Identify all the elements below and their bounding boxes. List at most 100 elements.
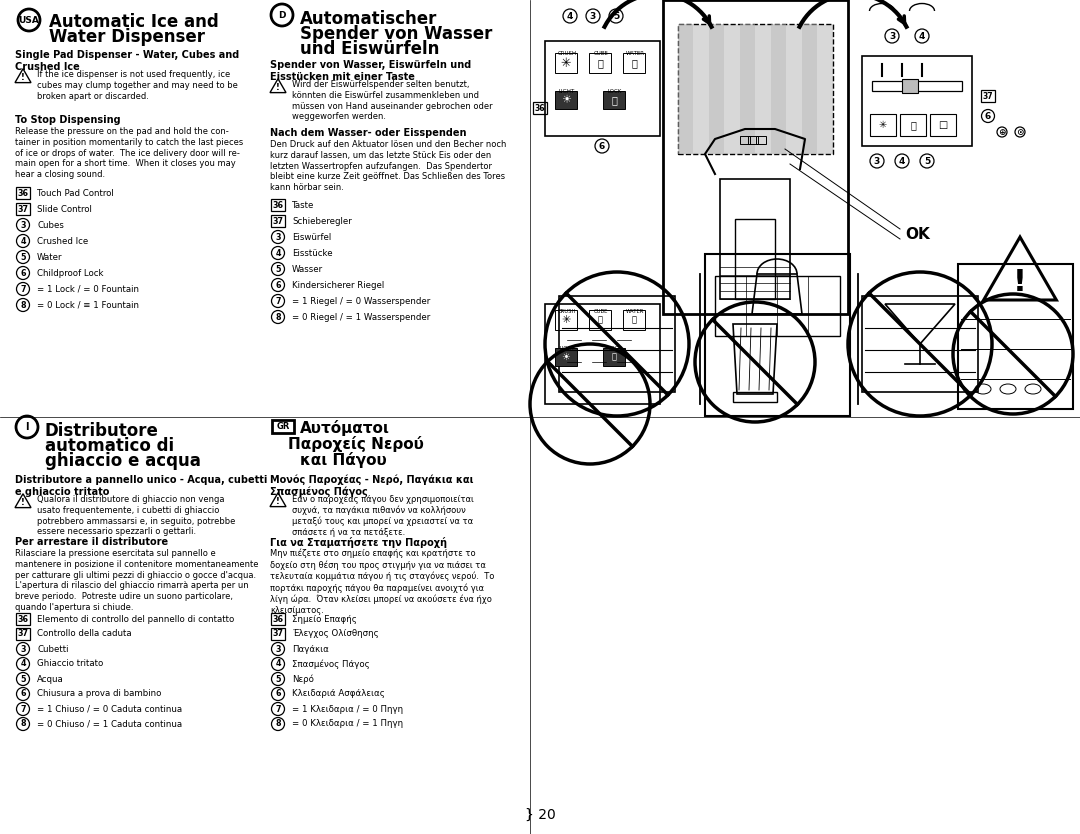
Text: } 20: } 20: [525, 808, 555, 822]
Text: !: !: [22, 498, 25, 507]
Bar: [756, 136, 766, 144]
Bar: [958, 264, 1074, 409]
Text: 5: 5: [275, 675, 281, 684]
Bar: [870, 114, 896, 136]
Text: Kindersicherer Riegel: Kindersicherer Riegel: [292, 280, 384, 289]
Text: !: !: [1013, 268, 1027, 297]
Text: CUBE: CUBE: [594, 51, 608, 56]
Text: = 0 Lock / ≡ 1 Fountain: = 0 Lock / ≡ 1 Fountain: [37, 300, 139, 309]
Text: Automatischer: Automatischer: [300, 10, 437, 28]
Text: Nach dem Wasser- oder Eisspenden: Nach dem Wasser- oder Eisspenden: [270, 128, 467, 138]
Text: ⊙: ⊙: [1016, 128, 1024, 137]
Bar: [872, 81, 962, 91]
Text: = 1 Κλειδαρια / = 0 Πηγη: = 1 Κλειδαρια / = 0 Πηγη: [292, 705, 403, 714]
Text: Ghiaccio tritato: Ghiaccio tritato: [37, 660, 104, 669]
Bar: [678, 24, 833, 154]
Bar: [545, 304, 660, 404]
Bar: [771, 24, 786, 154]
Text: 8: 8: [275, 313, 281, 321]
Text: ghiaccio e acqua: ghiaccio e acqua: [45, 452, 201, 470]
Bar: [555, 53, 577, 73]
Text: = 0 Chiuso / = 1 Caduta continua: = 0 Chiuso / = 1 Caduta continua: [37, 720, 183, 729]
Text: 4: 4: [919, 32, 926, 41]
Text: Slide Control: Slide Control: [37, 204, 92, 214]
Text: Release the pressure on the pad and hold the con-
tainer in position momentarily: Release the pressure on the pad and hold…: [15, 127, 243, 179]
Bar: [16, 187, 30, 199]
Text: 4: 4: [567, 12, 573, 21]
Bar: [740, 24, 755, 154]
Text: Έλεγχος Ολίσθησης: Έλεγχος Ολίσθησης: [292, 630, 379, 639]
Text: Παροχείς Νερού: Παροχείς Νερού: [288, 436, 423, 452]
Text: = 1 Riegel / = 0 Wasserspender: = 1 Riegel / = 0 Wasserspender: [292, 297, 430, 305]
Text: 5: 5: [275, 264, 281, 274]
Bar: [735, 219, 775, 299]
Text: !: !: [276, 497, 280, 506]
Text: LIGHT: LIGHT: [558, 89, 576, 94]
Text: 37: 37: [983, 92, 994, 101]
Text: 36: 36: [535, 103, 545, 113]
Text: 5: 5: [612, 12, 619, 21]
Text: und Eiswürfeln: und Eiswürfeln: [300, 40, 440, 58]
Text: 💧: 💧: [631, 58, 637, 68]
Text: 6: 6: [985, 112, 991, 120]
Bar: [271, 199, 285, 211]
Text: Distributore a pannello unico - Acqua, cubetti
e ghiaccio tritato: Distributore a pannello unico - Acqua, c…: [15, 475, 268, 496]
Text: WATER: WATER: [625, 51, 645, 56]
Bar: [271, 628, 285, 640]
Text: Παγάκια: Παγάκια: [292, 645, 329, 654]
Text: Automatic Ice and: Automatic Ice and: [49, 13, 219, 31]
Text: Σπασμένος Πάγος: Σπασμένος Πάγος: [292, 659, 369, 669]
Text: Spender von Wasser, Eiswürfeln und
Eisstücken mit einer Taste: Spender von Wasser, Eiswürfeln und Eisst…: [270, 60, 471, 82]
Bar: [740, 136, 750, 144]
Text: Chiusura a prova di bambino: Chiusura a prova di bambino: [37, 690, 161, 699]
Text: Touch Pad Control: Touch Pad Control: [37, 188, 113, 198]
Text: GR: GR: [276, 421, 289, 430]
Text: και Πάγου: και Πάγου: [300, 452, 387, 468]
Text: Μην πιέζετε στο σημείο επαφής και κρατήστε το
δοχείο στη θέση του προς στιγμήν γ: Μην πιέζετε στο σημείο επαφής και κρατήσ…: [270, 549, 495, 615]
Text: Αυτόματοι: Αυτόματοι: [300, 420, 390, 436]
Bar: [16, 628, 30, 640]
Text: 3: 3: [275, 645, 281, 654]
Bar: [862, 56, 972, 146]
Bar: [545, 41, 660, 136]
Text: 36: 36: [17, 615, 28, 624]
Text: Distributore: Distributore: [45, 422, 159, 440]
Bar: [589, 310, 611, 330]
Text: CUBE: CUBE: [594, 309, 608, 314]
Text: 6: 6: [21, 690, 26, 699]
Text: 3: 3: [275, 233, 281, 242]
Text: CRUSH: CRUSH: [557, 51, 577, 56]
Text: 3: 3: [874, 157, 880, 165]
Text: 37: 37: [17, 204, 28, 214]
Text: 4: 4: [21, 237, 26, 245]
Text: Wasser: Wasser: [292, 264, 323, 274]
Text: 5: 5: [21, 253, 26, 262]
Text: 5: 5: [21, 675, 26, 684]
Text: Den Druck auf den Aktuator lösen und den Becher noch
kurz darauf lassen, um das : Den Druck auf den Aktuator lösen und den…: [270, 140, 507, 192]
Text: 🧊: 🧊: [597, 315, 603, 324]
Text: Eiswürfel: Eiswürfel: [292, 233, 332, 242]
Bar: [708, 24, 724, 154]
Text: Spender von Wasser: Spender von Wasser: [300, 25, 492, 43]
Bar: [862, 296, 978, 392]
Text: Wird der Eiswürfelspender selten benutzt,
könnten die Eiswürfel zusammenkleben u: Wird der Eiswürfelspender selten benutzt…: [292, 80, 492, 121]
Text: ✳: ✳: [561, 57, 571, 69]
Bar: [663, 0, 848, 314]
Text: 5: 5: [923, 157, 930, 165]
Text: □: □: [939, 120, 947, 130]
Text: 4: 4: [275, 249, 281, 258]
Text: ✳: ✳: [562, 315, 570, 325]
Text: 3: 3: [21, 645, 26, 654]
Text: = 1 Lock / = 0 Fountain: = 1 Lock / = 0 Fountain: [37, 284, 139, 294]
Text: 7: 7: [21, 705, 26, 714]
Text: Elemento di controllo del pannello di contatto: Elemento di controllo del pannello di co…: [37, 615, 234, 624]
Text: USA: USA: [18, 16, 40, 24]
Bar: [930, 114, 956, 136]
Text: 37: 37: [272, 630, 283, 639]
Bar: [900, 114, 926, 136]
Text: 3: 3: [889, 32, 895, 41]
Bar: [555, 91, 577, 109]
Text: 36: 36: [272, 200, 283, 209]
Text: Σημείο Επαφής: Σημείο Επαφής: [292, 615, 356, 624]
Text: Controllo della caduta: Controllo della caduta: [37, 630, 132, 639]
